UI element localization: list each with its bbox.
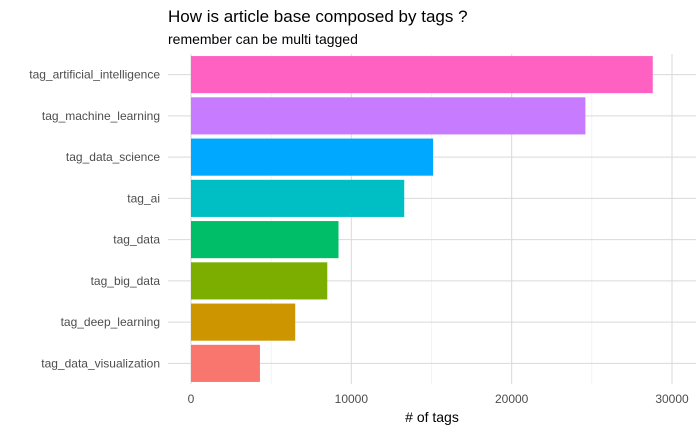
chart-subtitle: remember can be multi tagged (168, 31, 358, 47)
category-label: tag_big_data (91, 274, 161, 288)
bar-tag-artificial-intelligence (191, 56, 653, 94)
bar-tag-data (191, 221, 339, 259)
x-tick-label: 30000 (655, 392, 689, 406)
category-label: tag_artificial_intelligence (29, 68, 160, 82)
category-label: tag_data_visualization (41, 356, 160, 370)
bar-tag-deep-learning (191, 303, 296, 341)
x-tick-label: 0 (188, 392, 195, 406)
category-axis: tag_artificial_intelligence tag_machine_l… (29, 68, 160, 371)
bar-tag-data-visualization (191, 344, 260, 382)
category-label: tag_data (113, 233, 160, 247)
category-label: tag_deep_learning (61, 315, 160, 329)
bar-tag-ai (191, 179, 405, 217)
x-tick-label: 10000 (335, 392, 369, 406)
bar-layer (191, 56, 653, 382)
bar-tag-big-data (191, 262, 328, 300)
bar-tag-machine-learning (191, 97, 586, 135)
bar-tag-data-science (191, 138, 434, 176)
category-label: tag_data_science (66, 150, 160, 164)
category-label: tag_machine_learning (42, 109, 160, 123)
x-tick-label: 20000 (495, 392, 529, 406)
x-axis-title: # of tags (405, 409, 459, 425)
value-axis: 0 10000 20000 30000 (188, 392, 689, 406)
chart-title: How is article base composed by tags ? (168, 7, 468, 26)
category-label: tag_ai (127, 191, 160, 205)
